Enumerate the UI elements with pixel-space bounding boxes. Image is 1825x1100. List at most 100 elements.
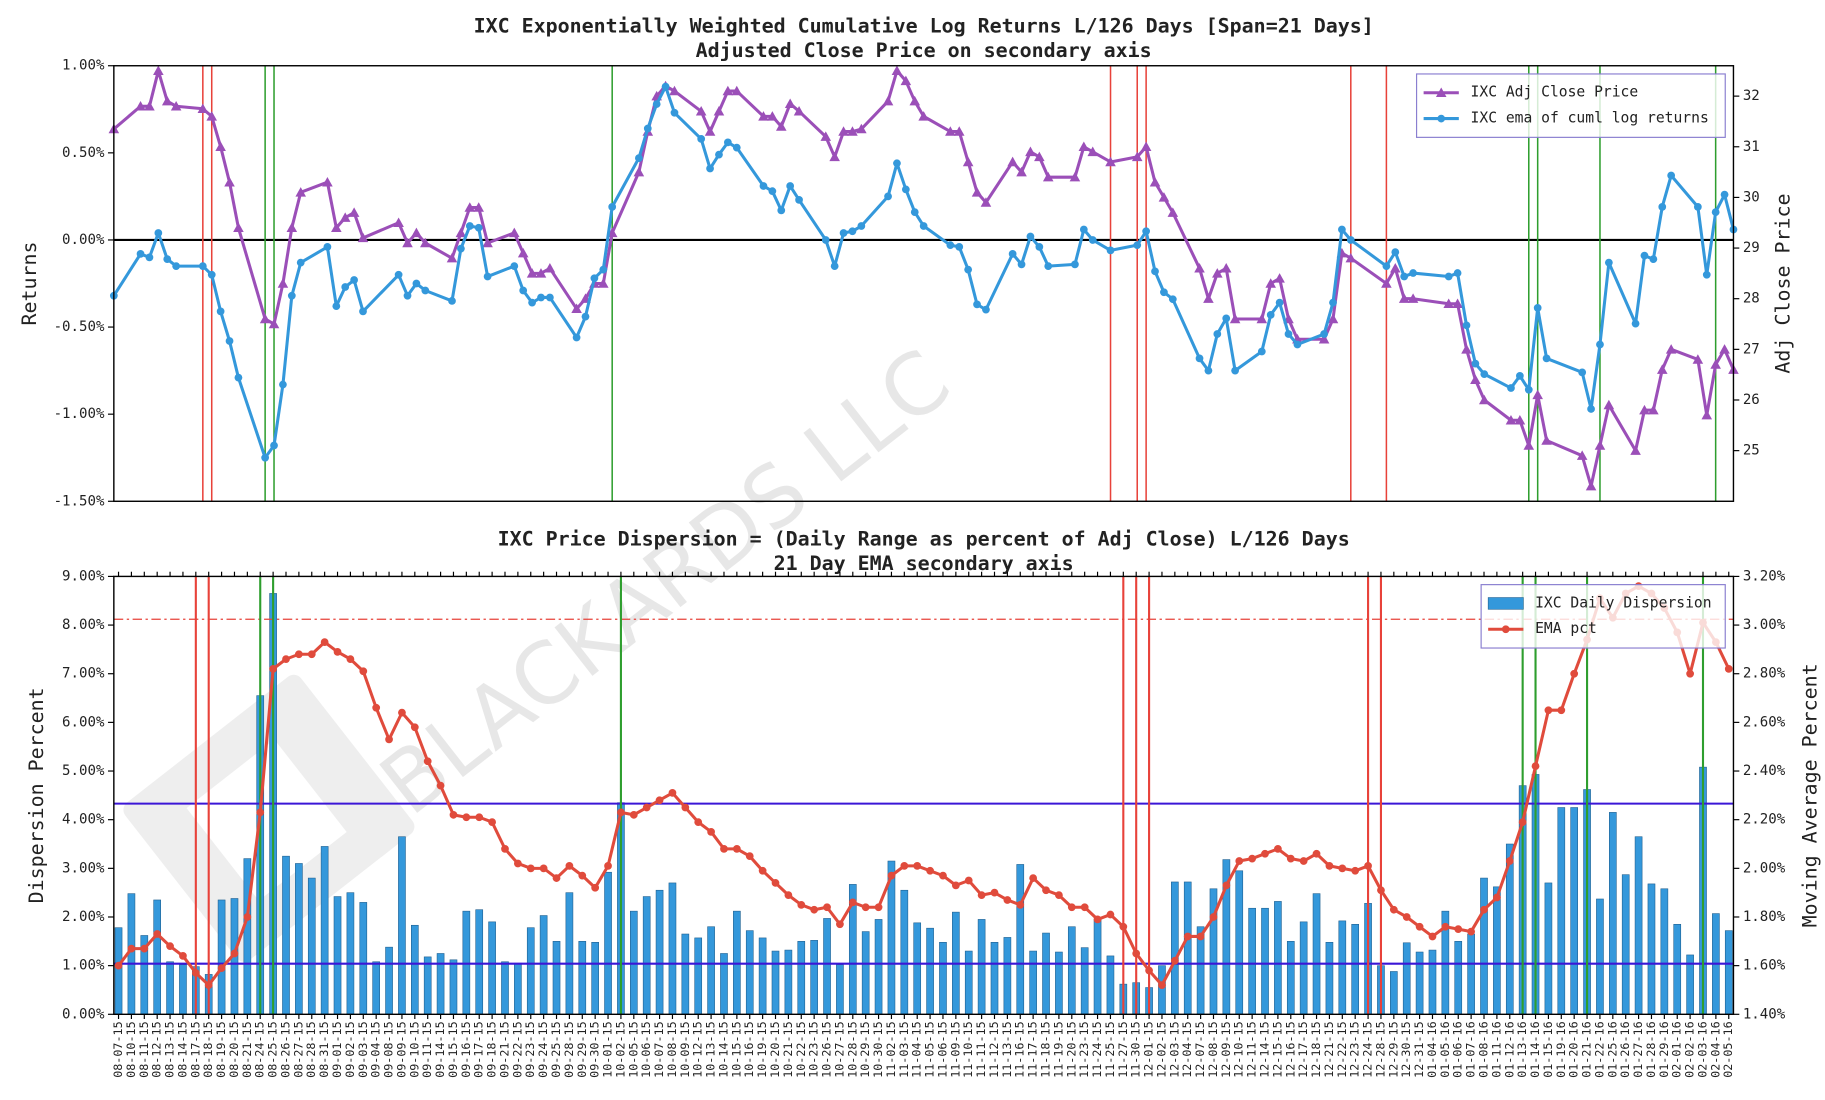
bar bbox=[565, 892, 574, 1015]
point bbox=[510, 262, 519, 270]
x-tick-label: 12-10-15 bbox=[1232, 1021, 1246, 1077]
point bbox=[277, 278, 289, 288]
bar bbox=[1093, 919, 1102, 1015]
x-tick-label: 09-02-15 bbox=[343, 1021, 357, 1077]
point bbox=[483, 272, 492, 281]
point bbox=[784, 891, 793, 899]
point bbox=[1325, 862, 1334, 870]
bar bbox=[1415, 951, 1424, 1015]
bar bbox=[1428, 949, 1437, 1015]
point bbox=[144, 100, 155, 111]
point bbox=[823, 903, 831, 912]
point bbox=[758, 111, 769, 121]
bar bbox=[372, 961, 380, 1015]
x-tick-label: 12-15-15 bbox=[1270, 1021, 1284, 1077]
point bbox=[465, 222, 474, 230]
bar bbox=[475, 909, 484, 1015]
point bbox=[836, 920, 844, 929]
point bbox=[333, 647, 342, 656]
point bbox=[1402, 913, 1411, 921]
bar bbox=[1286, 941, 1295, 1015]
point bbox=[166, 942, 174, 951]
y2-tick-label: 1.80% bbox=[1743, 909, 1786, 925]
x-tick-label: 10-19-15 bbox=[755, 1021, 769, 1077]
x-tick-label: 11-17-15 bbox=[1026, 1021, 1040, 1077]
x-tick-label: 10-21-15 bbox=[781, 1021, 795, 1077]
point bbox=[163, 255, 172, 263]
point bbox=[1648, 404, 1659, 415]
point bbox=[565, 862, 574, 870]
x-tick-label: 02-03-16 bbox=[1695, 1021, 1709, 1077]
x-tick-label: 09-09-15 bbox=[394, 1021, 408, 1077]
point bbox=[1145, 966, 1153, 975]
point bbox=[695, 106, 707, 116]
point bbox=[707, 827, 715, 836]
bar bbox=[964, 950, 973, 1015]
x-tick-label: 11-02-15 bbox=[884, 1021, 898, 1077]
point bbox=[1235, 857, 1244, 865]
point bbox=[1196, 932, 1205, 941]
point bbox=[953, 126, 965, 136]
point bbox=[1105, 156, 1116, 167]
point bbox=[1667, 171, 1676, 180]
bar bbox=[655, 889, 664, 1015]
bar bbox=[385, 946, 393, 1015]
bar bbox=[939, 941, 947, 1015]
point bbox=[1452, 298, 1463, 308]
point bbox=[1470, 374, 1481, 384]
point bbox=[1346, 236, 1355, 244]
bar bbox=[1467, 933, 1475, 1015]
bar bbox=[694, 937, 703, 1015]
x-tick-label: 10-12-15 bbox=[691, 1021, 705, 1077]
point bbox=[655, 796, 664, 805]
point bbox=[341, 283, 350, 291]
x-tick-label: 02-01-16 bbox=[1670, 1021, 1684, 1077]
x-tick-label: 01-14-16 bbox=[1528, 1021, 1542, 1077]
bar bbox=[1235, 870, 1244, 1015]
x-tick-label: 11-13-15 bbox=[1000, 1021, 1014, 1077]
bar bbox=[243, 858, 252, 1015]
point bbox=[135, 100, 146, 111]
point bbox=[179, 952, 187, 960]
point bbox=[513, 859, 522, 868]
point bbox=[731, 85, 743, 96]
x-tick-label: 11-04-15 bbox=[910, 1021, 924, 1077]
bar bbox=[874, 919, 883, 1015]
point bbox=[598, 278, 609, 288]
point bbox=[964, 265, 973, 274]
point bbox=[861, 903, 870, 912]
x-tick-label: 09-24-15 bbox=[536, 1021, 550, 1077]
point bbox=[1044, 262, 1053, 270]
x-tick-label: 01-07-16 bbox=[1464, 1021, 1478, 1077]
point bbox=[282, 655, 290, 664]
point bbox=[464, 202, 476, 212]
bar bbox=[1480, 877, 1488, 1015]
bar bbox=[823, 918, 831, 1015]
bar bbox=[436, 953, 445, 1015]
point bbox=[1222, 314, 1231, 323]
bar bbox=[668, 882, 677, 1015]
point bbox=[786, 182, 795, 190]
y2-tick-label: 2.20% bbox=[1743, 812, 1786, 828]
bar bbox=[398, 836, 406, 1015]
plot-frame bbox=[113, 575, 1735, 1016]
x-tick-label: 11-27-15 bbox=[1116, 1021, 1130, 1077]
x-tick-label: 08-26-15 bbox=[279, 1021, 293, 1077]
y-tick-label: 0.00% bbox=[62, 232, 105, 248]
point bbox=[720, 845, 728, 853]
point bbox=[1351, 866, 1360, 875]
plot-frame bbox=[113, 65, 1735, 502]
point bbox=[234, 373, 243, 382]
x-tick-label: 09-18-15 bbox=[485, 1021, 499, 1077]
x-tick-label: 01-21-16 bbox=[1580, 1021, 1594, 1077]
point bbox=[1345, 252, 1357, 263]
x-tick-label: 08-20-15 bbox=[227, 1021, 241, 1077]
point bbox=[1265, 278, 1276, 288]
point bbox=[1293, 340, 1302, 349]
point bbox=[633, 166, 645, 177]
point bbox=[1665, 344, 1677, 354]
point bbox=[423, 757, 432, 766]
point bbox=[1338, 864, 1347, 873]
bar bbox=[707, 926, 715, 1015]
point bbox=[1400, 272, 1409, 281]
